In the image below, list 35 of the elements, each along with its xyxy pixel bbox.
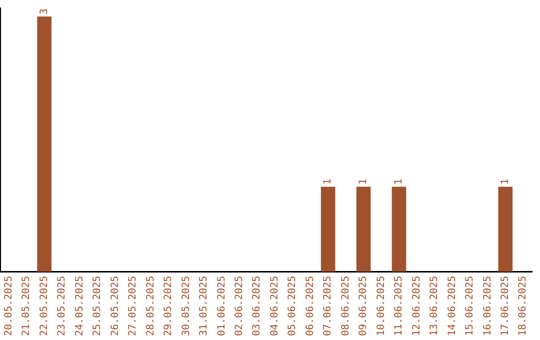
x-tick-label: 06.06.2025 xyxy=(304,276,316,336)
x-tick-label: 09.06.2025 xyxy=(358,276,370,336)
x-tick-label: 07.06.2025 xyxy=(322,276,334,336)
x-tick-label: 08.06.2025 xyxy=(340,276,352,336)
x-tick-label: 17.06.2025 xyxy=(500,276,511,336)
x-tick-label: 23.05.2025 xyxy=(56,276,68,336)
x-tick-label: 18.06.2025 xyxy=(518,276,529,336)
x-tick-label: 14.06.2025 xyxy=(446,276,458,336)
x-tick-label: 05.06.2025 xyxy=(287,276,298,336)
x-tick-label: 04.06.2025 xyxy=(269,276,280,336)
x-tick-label: 22.05.2025 xyxy=(38,276,50,336)
x-tick-label: 28.05.2025 xyxy=(145,276,156,336)
x-tick-label: 16.06.2025 xyxy=(482,276,494,336)
data-label: 3 xyxy=(38,8,50,15)
x-tick-label: 24.05.2025 xyxy=(74,276,86,336)
x-tick-label: 21.05.2025 xyxy=(21,276,32,336)
x-tick-label: 11.06.2025 xyxy=(394,276,405,336)
x-tick-label: 30.05.2025 xyxy=(180,276,192,336)
x-tick-label: 12.06.2025 xyxy=(411,276,422,336)
x-tick-label: 20.05.2025 xyxy=(3,276,14,336)
x-tick-label: 01.06.2025 xyxy=(216,276,228,336)
x-tick-label: 15.06.2025 xyxy=(464,276,476,336)
x-tick-label: 25.05.2025 xyxy=(92,276,104,336)
x-tick-label: 10.06.2025 xyxy=(376,276,387,336)
x-tick-label: 03.06.2025 xyxy=(252,276,263,336)
data-label: 1 xyxy=(322,178,334,185)
x-tick-label: 29.05.2025 xyxy=(163,276,174,336)
x-tick-label: 13.06.2025 xyxy=(429,276,440,336)
x-tick-label: 27.05.2025 xyxy=(128,276,139,336)
x-tick-label: 02.06.2025 xyxy=(234,276,245,336)
data-label: 1 xyxy=(500,178,511,185)
x-tick-label: 31.05.2025 xyxy=(198,276,210,336)
x-tick-label: 26.05.2025 xyxy=(110,276,121,336)
data-label: 1 xyxy=(358,178,370,185)
data-label: 1 xyxy=(394,178,405,185)
